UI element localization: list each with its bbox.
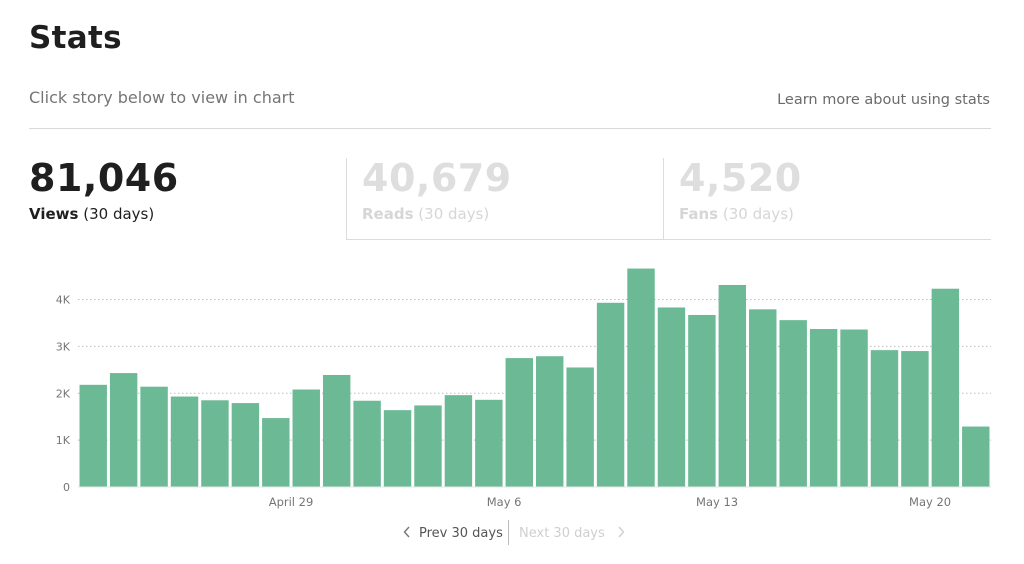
bar-apr-30[interactable] (322, 374, 351, 487)
y-tick-label: 0 (63, 481, 70, 494)
y-tick-label: 2K (56, 387, 71, 400)
bar-may-19[interactable] (901, 351, 929, 487)
stat-views-name: Views (29, 205, 79, 223)
bar-apr-22[interactable] (79, 384, 107, 487)
bar-apr-29[interactable] (292, 389, 320, 488)
bar-apr-25[interactable] (170, 396, 199, 487)
bar-may-13[interactable] (718, 284, 747, 487)
stat-fans-name: Fans (679, 205, 719, 223)
stat-fans-label: Fans (30 days) (679, 205, 794, 223)
views-chart: 0 1K 2K 3K 4K April 29 May 6 May 13 May 20 (0, 260, 1024, 520)
chevron-right-icon (605, 526, 625, 541)
next-30-days-label: Next 30 days (519, 526, 605, 541)
prev-30-days-button[interactable]: Prev 30 days (403, 526, 503, 541)
bar-may-9[interactable] (596, 302, 625, 487)
bar-may-14[interactable] (749, 309, 777, 487)
bar-may-7[interactable] (536, 356, 564, 487)
stat-views[interactable]: 81,046 Views (30 days) (29, 156, 346, 240)
views-bar-chart: 0 1K 2K 3K 4K April 29 May 6 May 13 May 20 (56, 268, 991, 509)
stat-reads-period: (30 days) (418, 205, 490, 223)
chevron-left-icon (403, 526, 419, 541)
pager-separator (508, 520, 509, 545)
bar-may-5[interactable] (475, 399, 503, 487)
stat-views-label: Views (30 days) (29, 205, 154, 223)
x-tick-label: May 13 (696, 495, 738, 509)
x-tick-label: May 20 (909, 495, 951, 509)
prev-30-days-label: Prev 30 days (419, 526, 503, 541)
bar-may-20[interactable] (931, 288, 960, 487)
stat-reads[interactable]: 40,679 Reads (30 days) (346, 156, 663, 240)
bar-apr-28[interactable] (262, 418, 290, 487)
bar-apr-27[interactable] (231, 403, 260, 487)
bar-may-18[interactable] (870, 350, 899, 488)
stat-reads-label: Reads (30 days) (362, 205, 489, 223)
bar-apr-26[interactable] (201, 400, 229, 487)
bar-may-3[interactable] (414, 405, 442, 487)
x-tick-label: May 6 (487, 495, 522, 509)
bar-may-17[interactable] (840, 329, 868, 488)
y-tick-label: 3K (56, 340, 71, 353)
bar-may-2[interactable] (383, 410, 412, 488)
stat-fans-period: (30 days) (722, 205, 794, 223)
bar-may-6[interactable] (505, 358, 533, 487)
y-tick-label: 4K (56, 294, 71, 307)
bar-may-15[interactable] (779, 320, 807, 488)
bar-may-4[interactable] (444, 395, 473, 488)
header-divider (29, 128, 991, 129)
stat-fans-value: 4,520 (679, 156, 802, 200)
bar-may-1[interactable] (353, 400, 381, 487)
stat-views-period: (30 days) (83, 205, 155, 223)
bar-may-21[interactable] (962, 426, 990, 487)
learn-more-link[interactable]: Learn more about using stats (777, 92, 990, 108)
bar-apr-23[interactable] (109, 373, 138, 487)
bar-may-10[interactable] (627, 268, 655, 487)
bar-apr-24[interactable] (140, 386, 168, 487)
y-tick-label: 1K (56, 434, 71, 447)
page-subtitle: Click story below to view in chart (29, 88, 295, 107)
bar-may-11[interactable] (657, 307, 686, 487)
stat-reads-value: 40,679 (362, 156, 512, 200)
bar-may-16[interactable] (809, 329, 838, 487)
stat-views-value: 81,046 (29, 156, 179, 200)
bar-may-8[interactable] (566, 367, 594, 487)
page-title: Stats (29, 20, 122, 56)
pager: Prev 30 days Next 30 days (0, 520, 1024, 548)
next-30-days-button[interactable]: Next 30 days (519, 526, 625, 541)
x-tick-label: April 29 (269, 495, 314, 509)
stat-reads-name: Reads (362, 205, 414, 223)
bar-may-12[interactable] (688, 314, 716, 487)
stat-fans[interactable]: 4,520 Fans (30 days) (663, 156, 991, 240)
